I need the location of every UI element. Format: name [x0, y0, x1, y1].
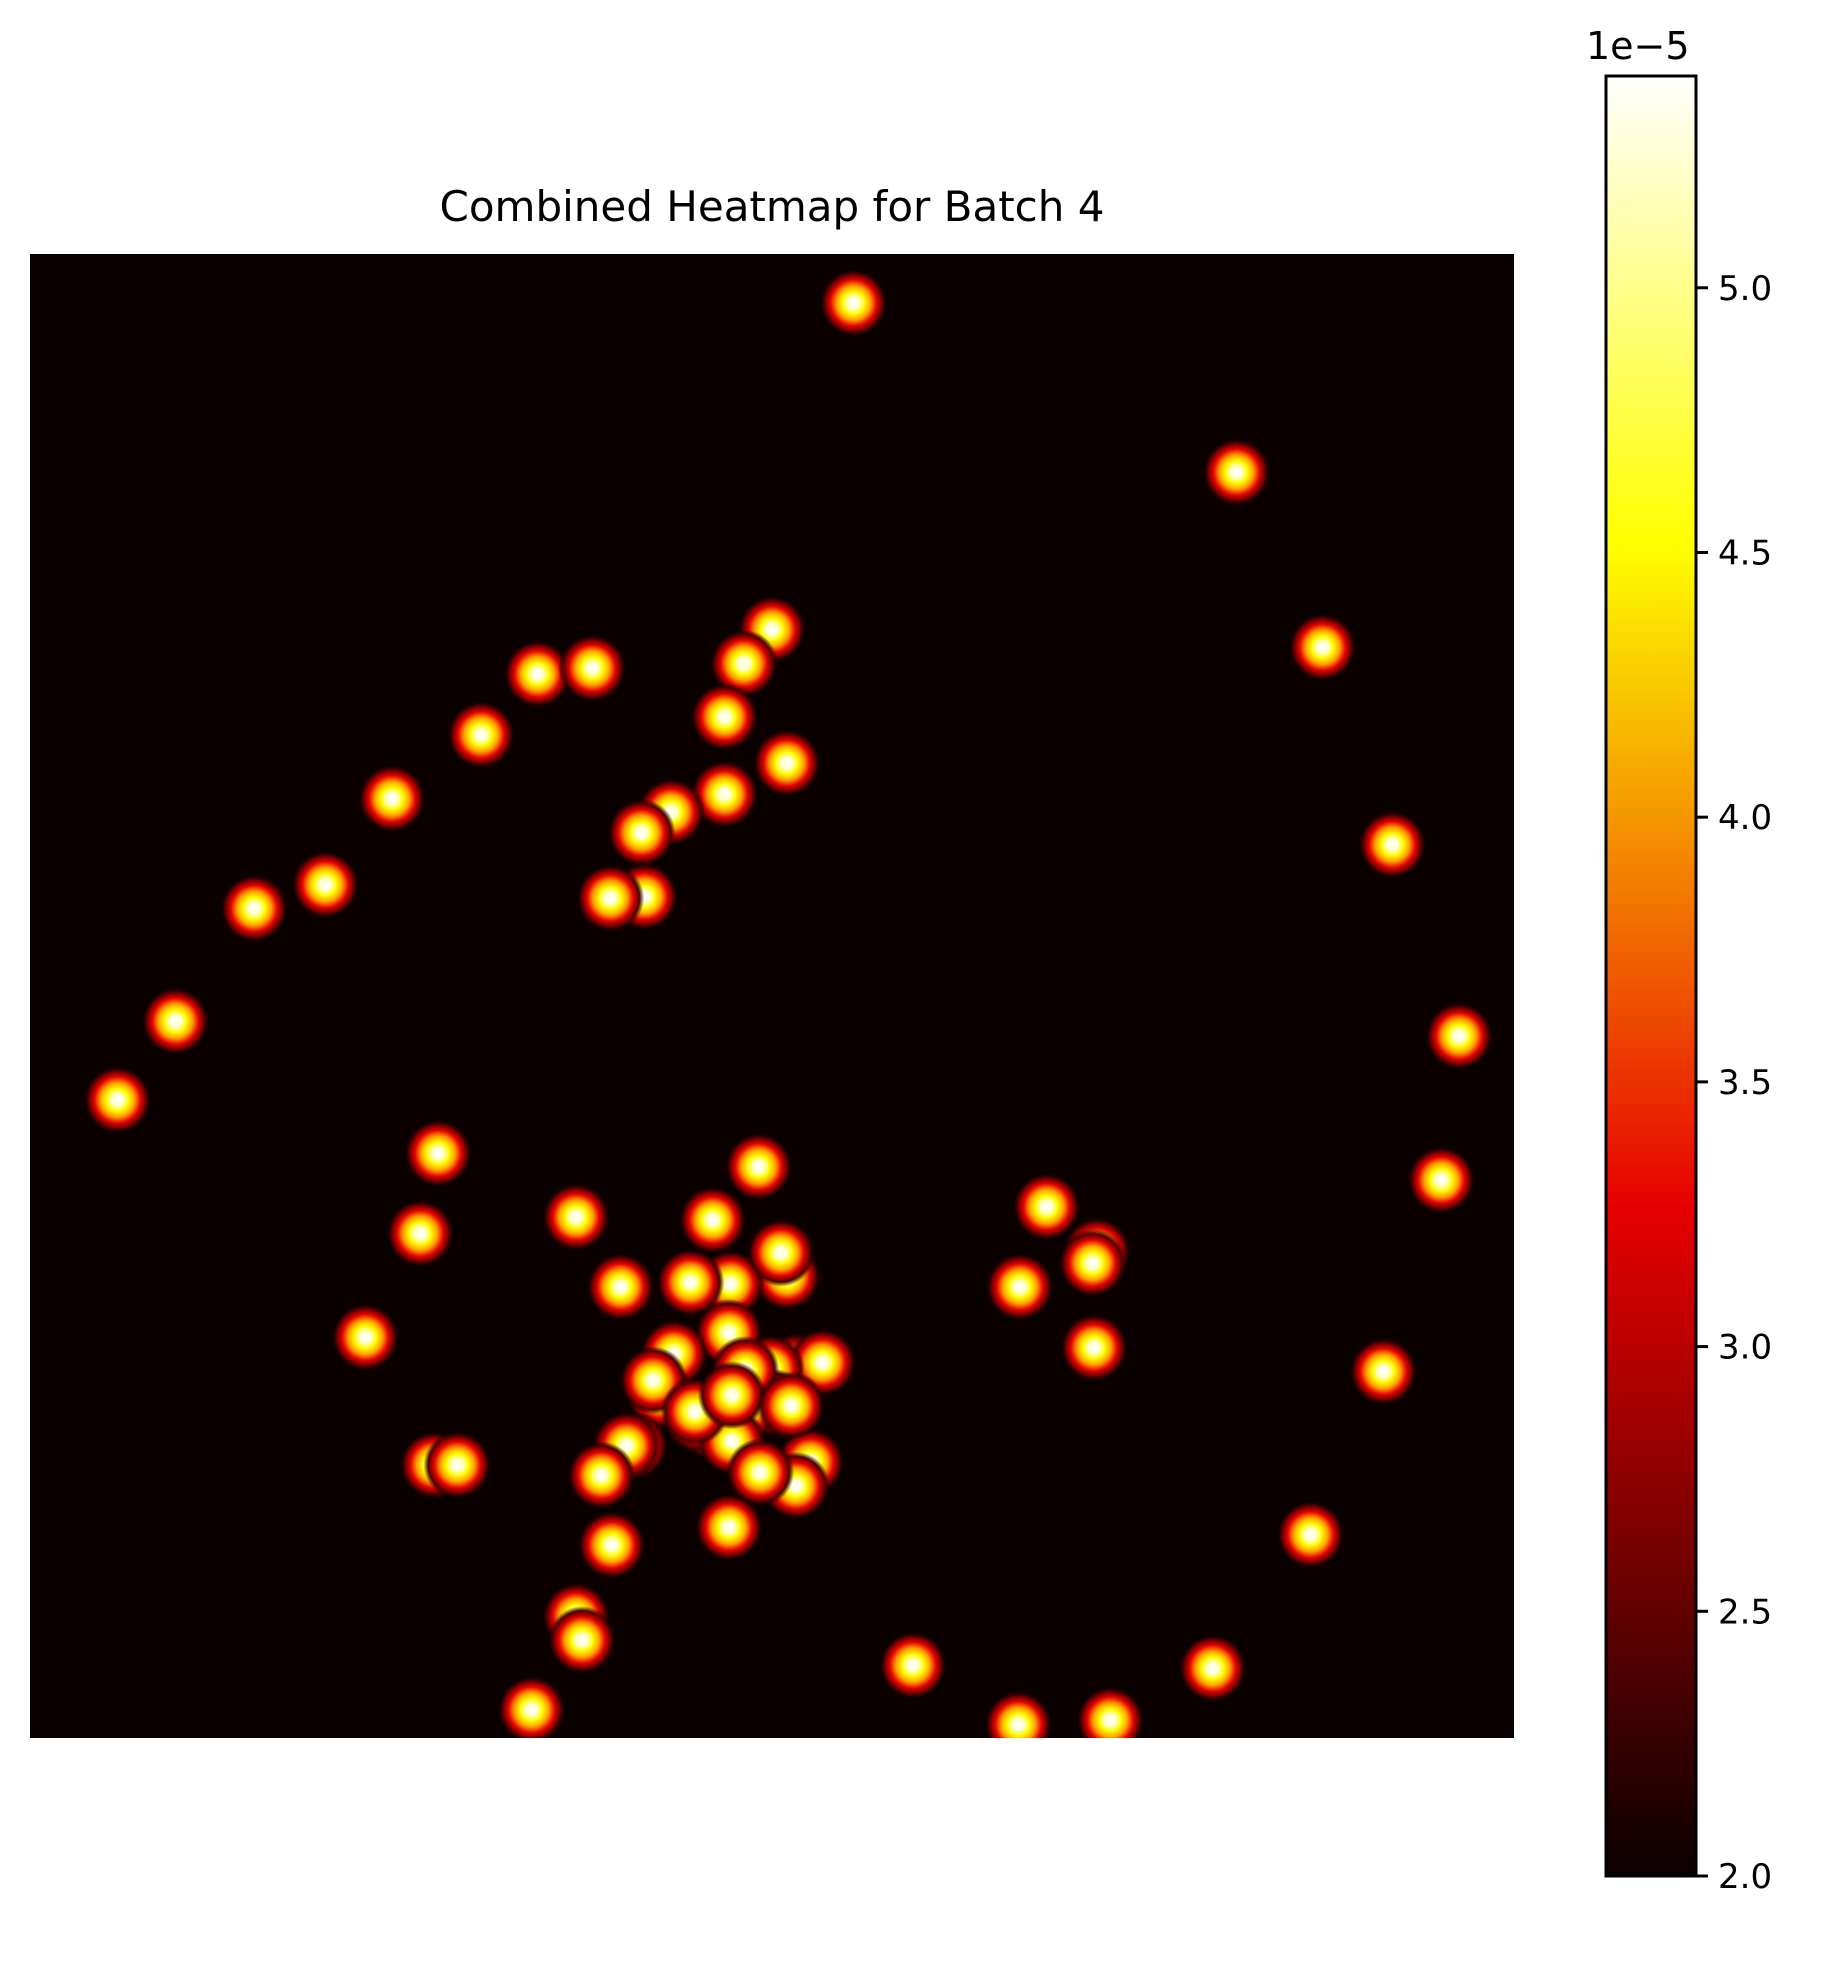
hotspot-layer [83, 268, 1494, 1738]
colorbar-tick-label: 5.0 [1718, 269, 1772, 309]
hotspot-34 [985, 1252, 1054, 1321]
hotspot-23 [447, 700, 516, 769]
colorbar-tick-label: 3.5 [1718, 1063, 1772, 1103]
hotspot-11 [819, 268, 888, 337]
colorbar-gradient [1604, 74, 1698, 1878]
colorbar-tick-label: 3.0 [1718, 1328, 1772, 1368]
hotspot-16 [690, 760, 759, 829]
colorbar: 2.0 2.5 3.0 3.5 4.0 4.5 5.0 [1604, 74, 1828, 1934]
hotspot-2 [1358, 810, 1427, 879]
hotspot-61 [577, 1511, 646, 1580]
hotspot-1 [1288, 613, 1357, 682]
hotspot-58 [757, 1371, 826, 1440]
hotspot-15 [752, 729, 821, 798]
hotspot-60 [567, 1441, 636, 1510]
hotspot-26 [220, 874, 289, 943]
chart-title: Combined Heatmap for Batch 4 [439, 182, 1105, 231]
hotspot-35 [724, 1132, 793, 1201]
hotspot-29 [542, 1183, 611, 1252]
hotspot-66 [423, 1430, 492, 1499]
hotspot-54 [726, 1438, 795, 1507]
hotspot-0 [1202, 438, 1271, 507]
hotspot-30 [1012, 1172, 1081, 1241]
hotspot-24 [358, 764, 427, 833]
colorbar-offset-label: 1e−5 [1586, 24, 1690, 68]
hotspot-28 [83, 1065, 152, 1134]
hotspot-64 [497, 1675, 566, 1738]
hotspot-57 [694, 1493, 763, 1562]
hotspot-22 [558, 634, 627, 703]
hotspot-68 [386, 1199, 455, 1268]
hotspot-6 [1276, 1500, 1345, 1569]
colorbar-ticks: 2.0 2.5 3.0 3.5 4.0 4.5 5.0 [1696, 269, 1772, 1897]
hotspot-63 [548, 1606, 617, 1675]
hotspot-4 [1407, 1146, 1476, 1215]
hotspot-3 [1425, 1002, 1494, 1071]
hotspot-67 [331, 1303, 400, 1372]
hotspot-5 [1349, 1337, 1418, 1406]
hotspot-27 [141, 987, 210, 1056]
hotspot-13 [709, 629, 778, 698]
hotspot-10 [878, 1631, 947, 1700]
heatmap-plot [30, 254, 1514, 1738]
hotspot-72 [678, 1186, 747, 1255]
colorbar-tick-label: 2.5 [1718, 1592, 1772, 1632]
colorbar-tick-label: 4.0 [1718, 798, 1772, 838]
hotspot-73 [656, 1248, 725, 1317]
hotspot-25 [291, 850, 360, 919]
hotspot-14 [690, 683, 759, 752]
hotspot-21 [503, 639, 572, 708]
hotspot-33 [1060, 1313, 1129, 1382]
hotspot-69 [404, 1119, 473, 1188]
colorbar-tick-label: 2.0 [1718, 1857, 1772, 1897]
hotspot-32 [1058, 1229, 1127, 1298]
hotspot-20 [576, 864, 645, 933]
hotspot-9 [984, 1690, 1053, 1738]
hotspot-56 [697, 1361, 766, 1430]
hotspot-18 [607, 798, 676, 867]
colorbar-tick-label: 4.5 [1718, 533, 1772, 573]
hotspot-7 [1178, 1634, 1247, 1703]
hotspot-8 [1076, 1686, 1145, 1738]
hotspot-71 [746, 1218, 815, 1287]
hotspot-70 [586, 1252, 655, 1321]
